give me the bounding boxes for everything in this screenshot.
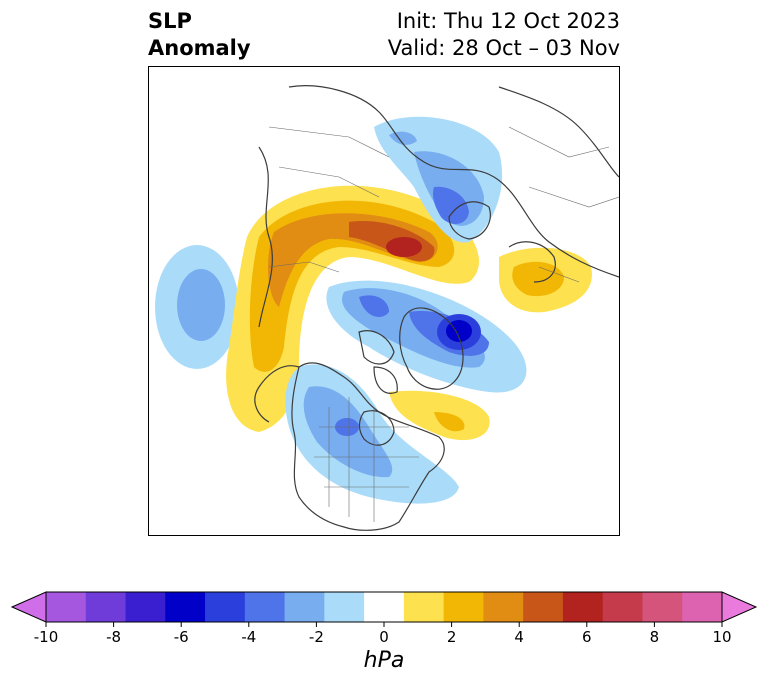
colorbar-bin	[443, 592, 484, 622]
colorbar-tick-label: -8	[106, 628, 122, 646]
country-borders	[268, 126, 619, 522]
colorbar-tick-label: -4	[241, 628, 257, 646]
slp-anomaly-map	[148, 66, 620, 536]
colorbar-bin	[165, 592, 206, 622]
colorbar-bin	[85, 592, 127, 622]
colorbar-tick-label: -10	[33, 628, 59, 646]
colorbar-bin	[403, 592, 445, 622]
colorbar-tick-label: 6	[582, 628, 592, 646]
colorbar-tick-label: 10	[712, 628, 732, 646]
colorbar-tick-label: 4	[514, 628, 524, 646]
colorbar	[0, 588, 768, 648]
colorbar-bin	[682, 592, 723, 622]
colorbar-unit-label: hPa	[363, 648, 405, 673]
colorbar-bin	[562, 592, 604, 622]
colorbar-tick-label: 8	[649, 628, 660, 646]
colorbar-svg	[10, 591, 758, 627]
colorbar-bin	[364, 592, 405, 622]
pacific-low-anomaly	[155, 245, 239, 369]
colorbar-tick-label: 2	[446, 628, 457, 646]
colorbar-tick-label: -6	[173, 628, 189, 646]
colorbar-bin	[205, 592, 246, 622]
colorbar-tick-label: -2	[308, 628, 324, 646]
north-atlantic-low-anomaly	[326, 280, 527, 393]
colorbar-bin	[125, 592, 166, 622]
colorbar-bin	[324, 592, 365, 622]
map-canvas	[155, 85, 619, 531]
colorbar-tick-label: 0	[379, 628, 389, 646]
colorbar-bin	[602, 592, 643, 622]
coastlines	[254, 85, 619, 531]
colorbar-bin	[244, 592, 286, 622]
positive-anomaly-arc	[226, 185, 490, 441]
colorbar-extend-low	[10, 591, 47, 623]
colorbar-bin	[284, 592, 325, 622]
forecast-dates: Init: Thu 12 Oct 2023 Valid: 28 Oct – 03…	[387, 9, 620, 60]
colorbar-bin	[523, 592, 564, 622]
map-title: SLP Anomaly	[148, 9, 251, 60]
colorbar-bin	[642, 592, 683, 622]
colorbar-extend-high	[721, 591, 758, 623]
colorbar-bin	[46, 592, 87, 622]
colorbar-bin	[483, 592, 524, 622]
